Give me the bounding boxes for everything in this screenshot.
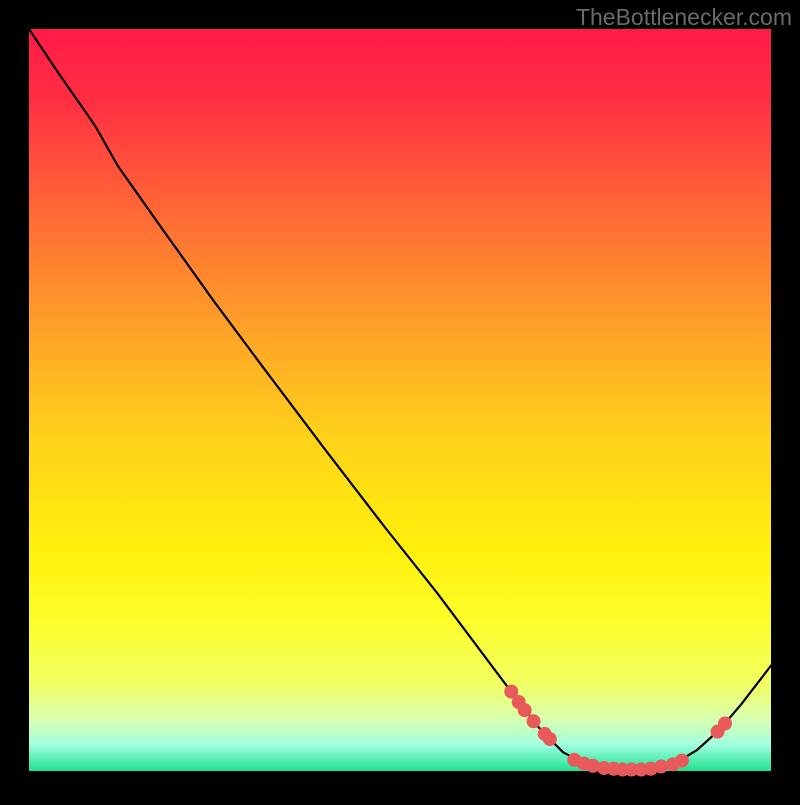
data-marker bbox=[543, 732, 557, 746]
watermark-text: TheBottlenecker.com bbox=[576, 4, 792, 31]
data-marker bbox=[718, 717, 732, 731]
gradient-background bbox=[29, 29, 771, 771]
data-marker bbox=[527, 714, 541, 728]
data-marker bbox=[518, 703, 532, 717]
data-marker bbox=[675, 754, 689, 768]
chart-container: TheBottlenecker.com bbox=[0, 0, 800, 800]
bottleneck-chart bbox=[0, 0, 800, 800]
data-marker bbox=[654, 760, 668, 774]
